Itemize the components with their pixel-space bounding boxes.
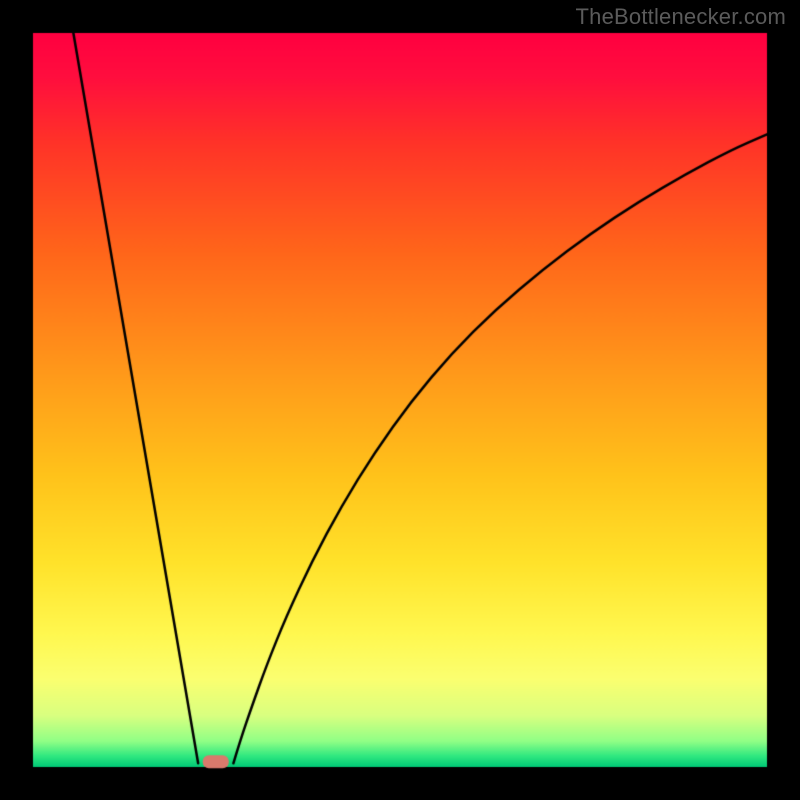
bottleneck-chart-canvas (0, 0, 800, 800)
chart-stage: TheBottlenecker.com (0, 0, 800, 800)
